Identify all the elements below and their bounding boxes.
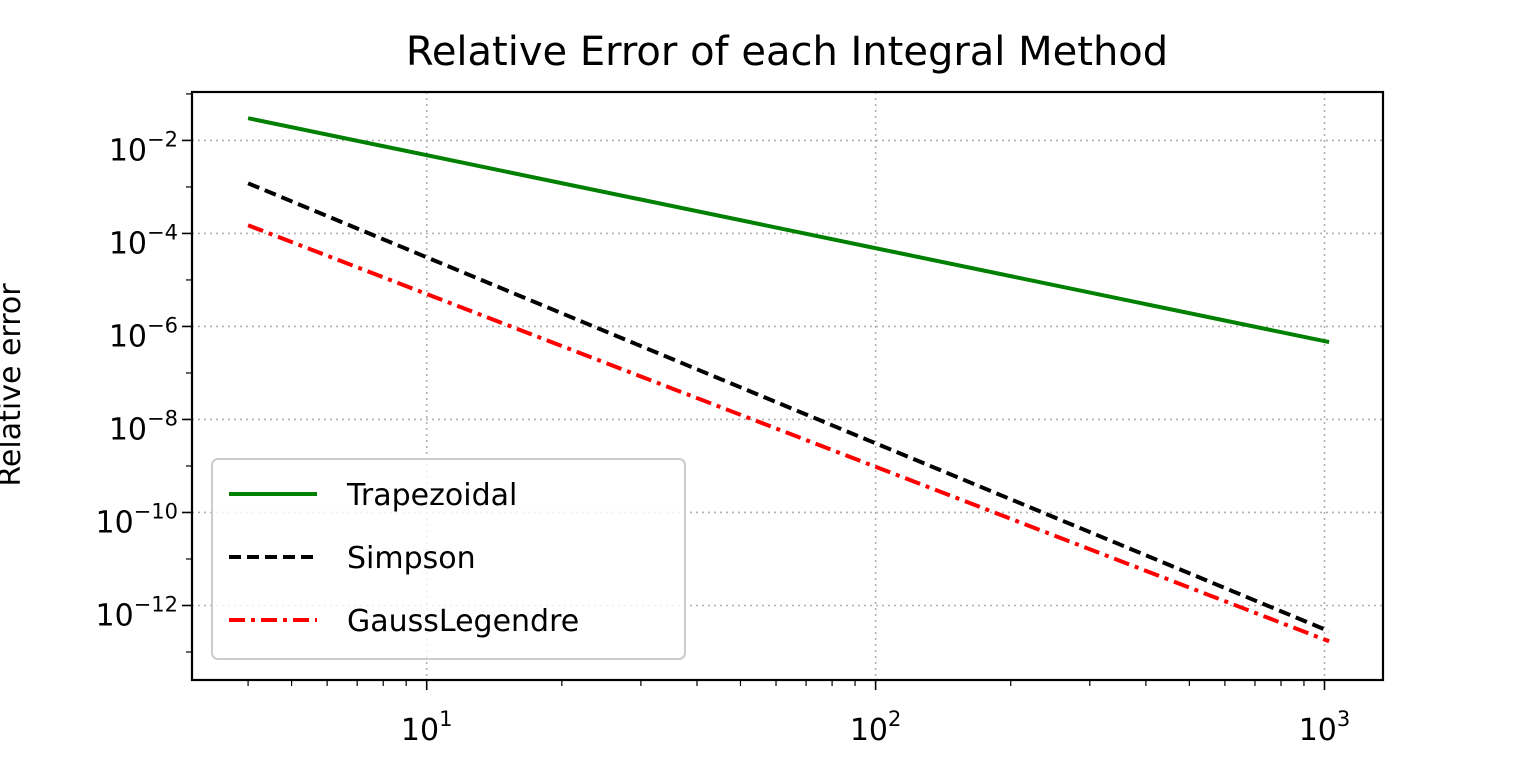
series-line-gausslegendre (247, 223, 1330, 644)
plot-frame (190, 90, 1385, 682)
x-tick-label: 102 (850, 707, 902, 748)
y-tick-exponent: −8 (147, 406, 178, 430)
legend-label: GaussLegendre (347, 604, 579, 639)
y-axis-label: Relative error (0, 283, 28, 487)
y-tick-base: 10 (109, 412, 147, 447)
chart-title: Relative Error of each Integral Method (406, 29, 1168, 75)
y-tick-exponent: −2 (147, 127, 178, 151)
legend-label: Trapezoidal (346, 478, 517, 513)
x-tick-label: 103 (1299, 707, 1351, 748)
y-tick-label: 10−12 (95, 592, 178, 633)
x-tick-label: 101 (401, 707, 453, 748)
y-tick-exponent: −12 (134, 592, 178, 616)
legend-label: Simpson (347, 541, 476, 576)
legend: Trapezoidal Simpson GaussLegendre (211, 458, 686, 660)
series-lines (247, 116, 1330, 644)
x-tick-base: 10 (850, 713, 888, 748)
y-tick-base: 10 (109, 226, 147, 261)
x-tick-exponent: 1 (439, 707, 452, 731)
x-tick-base: 10 (401, 713, 439, 748)
x-tick-exponent: 2 (888, 707, 901, 731)
y-tick-base: 10 (109, 319, 147, 354)
y-tick-exponent: −4 (147, 220, 178, 244)
y-tick-exponent: −6 (147, 313, 178, 337)
x-tick-exponent: 3 (1337, 707, 1350, 731)
y-tick-exponent: −10 (134, 499, 178, 523)
y-tick-label: 10−4 (109, 220, 178, 261)
y-tick-label: 10−10 (95, 499, 178, 540)
y-tick-base: 10 (95, 505, 133, 540)
y-tick-label: 10−8 (109, 406, 178, 447)
series-line-simpson (247, 181, 1330, 634)
y-tick-label: 10−2 (109, 127, 178, 168)
y-tick-base: 10 (95, 598, 133, 633)
x-tick-base: 10 (1299, 713, 1337, 748)
legend-box (211, 458, 686, 660)
series-line-trapezoidal (247, 116, 1330, 345)
y-tick-base: 10 (109, 133, 147, 168)
y-tick-label: 10−6 (109, 313, 178, 354)
